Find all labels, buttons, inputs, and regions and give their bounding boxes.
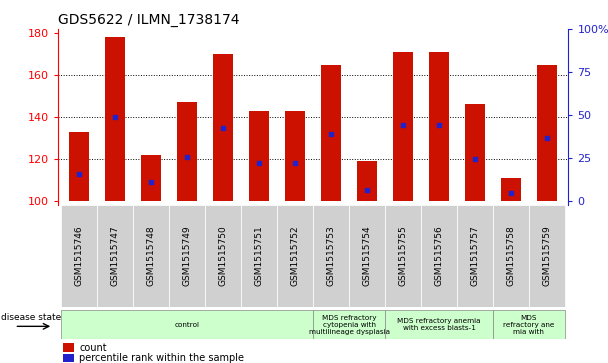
FancyBboxPatch shape [313, 310, 385, 339]
Text: count: count [79, 343, 107, 352]
Bar [465, 105, 485, 201]
Bar [285, 111, 305, 201]
FancyBboxPatch shape [457, 205, 493, 307]
Bar [63, 343, 74, 352]
Bar [321, 65, 341, 201]
Text: GSM1515749: GSM1515749 [183, 225, 192, 286]
Text: GSM1515758: GSM1515758 [506, 225, 516, 286]
FancyBboxPatch shape [241, 205, 277, 307]
FancyBboxPatch shape [349, 205, 385, 307]
Bar [249, 111, 269, 201]
Text: GDS5622 / ILMN_1738174: GDS5622 / ILMN_1738174 [58, 13, 240, 26]
FancyBboxPatch shape [206, 205, 241, 307]
FancyBboxPatch shape [61, 205, 97, 307]
Text: GSM1515754: GSM1515754 [362, 225, 371, 286]
Text: MDS refractory
cytopenia with
multilineage dysplasia: MDS refractory cytopenia with multilinea… [309, 315, 390, 335]
Text: GSM1515755: GSM1515755 [398, 225, 407, 286]
Bar [142, 155, 161, 201]
Text: GSM1515746: GSM1515746 [75, 225, 84, 286]
Bar [537, 65, 557, 201]
Bar [357, 161, 377, 201]
Text: MDS refractory anemia
with excess blasts-1: MDS refractory anemia with excess blasts… [397, 318, 481, 331]
FancyBboxPatch shape [493, 205, 529, 307]
FancyBboxPatch shape [169, 205, 206, 307]
Text: GSM1515750: GSM1515750 [219, 225, 228, 286]
Bar [105, 37, 125, 201]
Text: GSM1515751: GSM1515751 [255, 225, 264, 286]
FancyBboxPatch shape [277, 205, 313, 307]
Text: GSM1515753: GSM1515753 [326, 225, 336, 286]
FancyBboxPatch shape [385, 310, 493, 339]
Text: GSM1515756: GSM1515756 [435, 225, 443, 286]
FancyBboxPatch shape [61, 310, 313, 339]
Text: percentile rank within the sample: percentile rank within the sample [79, 353, 244, 363]
Bar [213, 54, 233, 201]
Text: GSM1515747: GSM1515747 [111, 225, 120, 286]
Text: control: control [174, 322, 200, 328]
Text: GSM1515752: GSM1515752 [291, 225, 300, 286]
Text: GSM1515757: GSM1515757 [471, 225, 480, 286]
Text: MDS
refractory ane
mia with: MDS refractory ane mia with [503, 315, 554, 335]
Bar [69, 132, 89, 201]
FancyBboxPatch shape [97, 205, 133, 307]
Text: disease state: disease state [1, 313, 61, 322]
FancyBboxPatch shape [493, 310, 565, 339]
Bar [429, 52, 449, 201]
FancyBboxPatch shape [133, 205, 169, 307]
FancyBboxPatch shape [385, 205, 421, 307]
FancyBboxPatch shape [421, 205, 457, 307]
Text: GSM1515748: GSM1515748 [147, 225, 156, 286]
Bar [393, 52, 413, 201]
FancyBboxPatch shape [529, 205, 565, 307]
FancyBboxPatch shape [313, 205, 349, 307]
Bar [63, 354, 74, 362]
Bar [178, 102, 197, 201]
Bar [501, 178, 521, 201]
Text: GSM1515759: GSM1515759 [542, 225, 551, 286]
